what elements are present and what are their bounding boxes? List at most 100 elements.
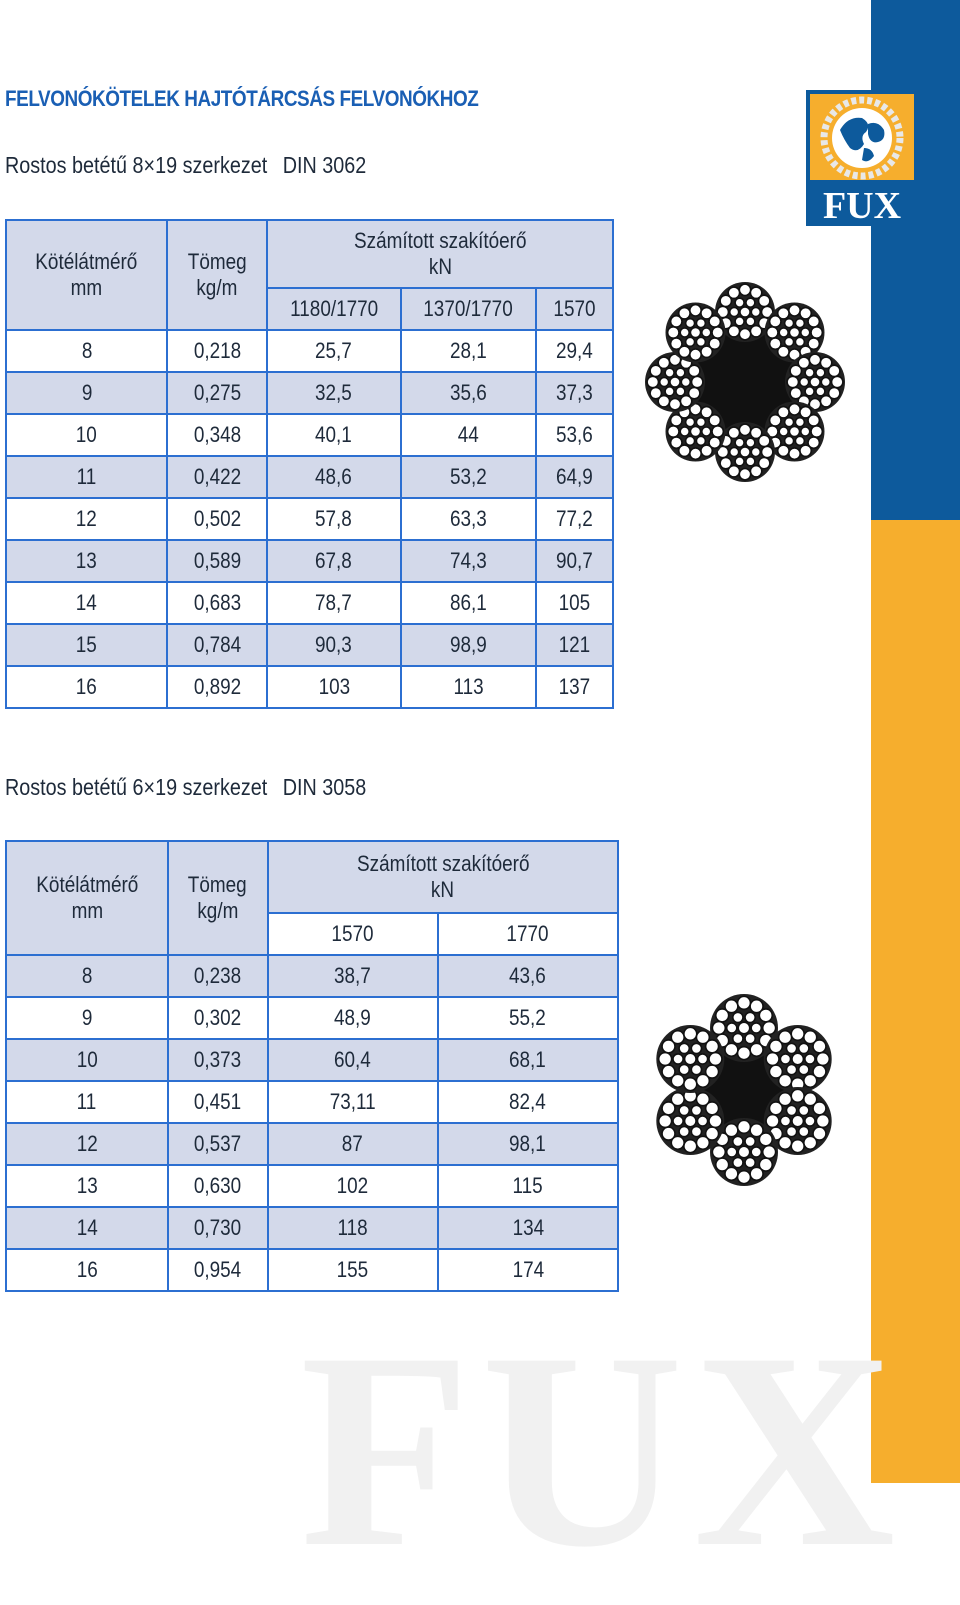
rope-strand xyxy=(785,352,845,412)
table-cell: 0,373 xyxy=(166,1038,269,1082)
table-cell: 64,9 xyxy=(535,455,614,499)
table-cell: 35,6 xyxy=(399,371,538,415)
table-row: 14 0,683 78,7 86,1 105 xyxy=(4,581,614,625)
table-cell: 8 xyxy=(5,954,169,998)
table-cell: 0,630 xyxy=(166,1164,269,1208)
table-cell: 0,589 xyxy=(166,539,269,583)
table-cell: 90,3 xyxy=(266,623,402,667)
table-row: 9 0,302 48,9 55,2 xyxy=(5,996,620,1040)
header-grade: 1570 xyxy=(266,912,439,956)
table-cell: 0,683 xyxy=(166,581,269,625)
table-row: 12 0,502 57,8 63,3 77,2 xyxy=(4,497,614,541)
table-cell: 11 xyxy=(5,1080,169,1124)
table-cell: 0,892 xyxy=(166,665,269,709)
rope-strand xyxy=(715,282,775,342)
table-cell: 0,302 xyxy=(166,996,269,1040)
table-row: 11 0,422 48,6 53,2 64,9 xyxy=(4,455,614,499)
table-cell: 90,7 xyxy=(535,539,614,583)
table-row: 16 0,954 155 174 xyxy=(5,1248,620,1292)
page-title: FELVONÓKÖTELEK HAJTÓTÁRCSÁS FELVONÓKHOZ xyxy=(5,86,479,111)
rope-strand xyxy=(656,1087,725,1155)
table-cell: 74,3 xyxy=(399,539,538,583)
table-cell: 13 xyxy=(5,1164,169,1208)
table-cell: 134 xyxy=(436,1206,620,1250)
rope-strand xyxy=(665,401,726,462)
table-cell: 32,5 xyxy=(266,371,402,415)
table-row: 14 0,730 118 134 xyxy=(5,1206,620,1250)
table-cell: 44 xyxy=(399,413,538,457)
table-cell: 16 xyxy=(5,1248,169,1292)
table-cell: 113 xyxy=(399,665,538,709)
table-cell: 8 xyxy=(4,329,169,373)
table-cell: 121 xyxy=(535,623,614,667)
table-cell: 118 xyxy=(266,1206,439,1250)
yellow-side-stripe xyxy=(871,520,960,1483)
header-grade: 1180/1770 xyxy=(266,287,402,331)
table-row: 11 0,451 73,11 82,4 xyxy=(5,1080,620,1124)
table-cell: 11 xyxy=(4,455,169,499)
table-cell: 38,7 xyxy=(266,954,439,998)
table-cell: 0,730 xyxy=(166,1206,269,1250)
table-cell: 40,1 xyxy=(266,413,402,457)
table-cell: 0,422 xyxy=(166,455,269,499)
table-cell: 67,8 xyxy=(266,539,402,583)
rope-strand xyxy=(645,352,705,412)
table-cell: 37,3 xyxy=(535,371,614,415)
fux-watermark: FUX xyxy=(300,1294,906,1605)
table-row: 9 0,275 32,5 35,6 37,3 xyxy=(4,371,614,415)
table-cell: 0,954 xyxy=(166,1248,269,1292)
section1-heading: Rostos betétű 8×19 szerkezet DIN 3062 xyxy=(5,152,366,179)
table-cell: 15 xyxy=(4,623,169,667)
header-grade: 1370/1770 xyxy=(399,287,538,331)
header-mass: Tömeg kg/m xyxy=(166,219,269,331)
table-cell: 13 xyxy=(4,539,169,583)
fux-logo: FUX xyxy=(806,90,918,226)
table-cell: 9 xyxy=(5,996,169,1040)
table-cell: 55,2 xyxy=(436,996,620,1040)
table-cell: 78,7 xyxy=(266,581,402,625)
table-cell: 9 xyxy=(4,371,169,415)
table-cell: 0,275 xyxy=(166,371,269,415)
rope-strand xyxy=(656,1025,725,1093)
table-cell: 73,11 xyxy=(266,1080,439,1124)
table-cell: 0,451 xyxy=(166,1080,269,1124)
table-cell: 48,6 xyxy=(266,455,402,499)
table-cell: 16 xyxy=(4,665,169,709)
table-cell: 57,8 xyxy=(266,497,402,541)
table-cell: 0,238 xyxy=(166,954,269,998)
blue-side-stripe xyxy=(871,0,960,520)
table-row: 10 0,348 40,1 44 53,6 xyxy=(4,413,614,457)
table-cell: 10 xyxy=(5,1038,169,1082)
table-cell: 53,2 xyxy=(399,455,538,499)
rope-strand xyxy=(715,422,775,482)
table-cell: 43,6 xyxy=(436,954,620,998)
table-cell: 0,348 xyxy=(166,413,269,457)
table-cell: 77,2 xyxy=(535,497,614,541)
spec-table-8x19: Kötélátmérő mm Tömeg kg/m Számított szakít… xyxy=(4,219,614,709)
table-row: 13 0,630 102 115 xyxy=(5,1164,620,1208)
section2-din: DIN 3058 xyxy=(282,774,367,800)
rope-6x19-cross-section xyxy=(656,994,832,1186)
table-cell: 174 xyxy=(436,1248,620,1292)
rope-8x19-cross-section xyxy=(645,282,845,482)
header-force: Számított szakítóerő kN xyxy=(266,840,620,914)
rope-strand xyxy=(763,1087,832,1155)
spec-table-8x19-body: 8 0,218 25,7 28,1 29,4 9 0,275 32,5 35,6 37,3 10 0,… xyxy=(4,329,614,709)
table-row: 10 0,373 60,4 68,1 xyxy=(5,1038,620,1082)
table-row: 8 0,218 25,7 28,1 29,4 xyxy=(4,329,614,373)
table-cell: 60,4 xyxy=(266,1038,439,1082)
header-grade: 1770 xyxy=(436,912,620,956)
header-grade: 1570 xyxy=(535,287,614,331)
table-cell: 14 xyxy=(4,581,169,625)
table-row: 12 0,537 87 98,1 xyxy=(5,1122,620,1166)
table-row: 15 0,784 90,3 98,9 121 xyxy=(4,623,614,667)
header-diameter: Kötélátmérő mm xyxy=(4,219,169,331)
table-cell: 87 xyxy=(266,1122,439,1166)
table-cell: 115 xyxy=(436,1164,620,1208)
table-row: 16 0,892 103 113 137 xyxy=(4,665,614,709)
table-cell: 86,1 xyxy=(399,581,538,625)
rope-strand xyxy=(710,1118,778,1186)
table-cell: 0,502 xyxy=(166,497,269,541)
spec-table-6x19-body: 8 0,238 38,7 43,6 9 0,302 48,9 55,2 10 0,373 60,4 6… xyxy=(5,954,620,1292)
table-cell: 25,7 xyxy=(266,329,402,373)
